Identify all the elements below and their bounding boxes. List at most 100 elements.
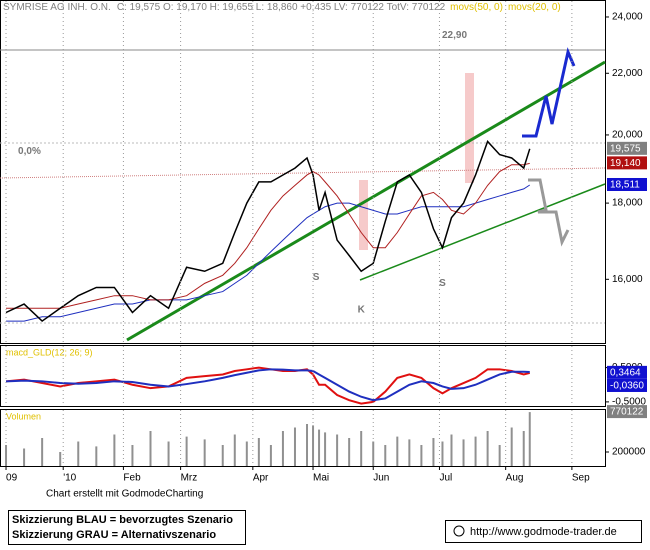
bar <box>41 438 44 466</box>
bar <box>167 441 170 466</box>
bar <box>420 445 423 466</box>
bar <box>408 439 411 466</box>
bar <box>203 439 206 466</box>
bar <box>360 431 363 466</box>
bar <box>336 434 339 466</box>
bar <box>306 424 309 466</box>
annotation: K <box>358 304 366 315</box>
resistance-line <box>0 167 606 179</box>
gap-bar <box>465 73 474 183</box>
x-tick-label: Feb <box>123 473 141 484</box>
x-tick-label: Apr <box>253 473 269 484</box>
y-tick-label: 22,000 <box>612 68 643 79</box>
x-tick-label: '10 <box>63 473 76 484</box>
bar <box>233 434 236 466</box>
bar <box>474 436 477 466</box>
line <box>5 368 530 402</box>
bar <box>441 441 444 466</box>
bar <box>312 425 315 466</box>
y-tick-label: 200000 <box>612 447 646 458</box>
bar <box>245 441 248 466</box>
trend-channel <box>126 60 606 342</box>
bar <box>281 431 284 466</box>
bar <box>293 427 296 466</box>
bar <box>269 445 272 466</box>
bar <box>510 427 513 466</box>
bar <box>318 429 321 466</box>
bar <box>221 445 224 466</box>
bar <box>59 452 62 466</box>
bar <box>149 431 152 466</box>
last-value-box <box>607 365 647 379</box>
last-value-box <box>607 141 647 155</box>
x-tick-label: Jul <box>439 473 452 484</box>
legend-entry: movs(20, 0) <box>508 2 561 13</box>
bar <box>324 432 327 466</box>
scenario-grey <box>528 178 570 247</box>
x-tick-label: 09 <box>6 473 18 484</box>
last-value-box <box>607 156 647 170</box>
price-frame <box>0 0 606 344</box>
bar <box>23 448 26 466</box>
last-value-box <box>607 177 647 191</box>
last-value-label: 0,3464 <box>610 368 641 379</box>
bar <box>432 438 435 466</box>
url-box <box>445 520 642 543</box>
legend-text: Skizzierung GRAU = Alternativszenario <box>12 529 216 541</box>
x-tick-label: Mrz <box>181 473 198 484</box>
volume-frame <box>0 409 606 467</box>
last-value-label: 770122 <box>610 407 644 418</box>
annotation: S <box>313 272 320 283</box>
bar <box>498 445 501 466</box>
bar <box>372 441 375 466</box>
line <box>6 162 530 309</box>
header: SYMRISE AG INH. O.N. C: 19,575 O: 19,170 … <box>3 2 561 13</box>
legend-entry: movs(50, 0) <box>450 2 503 13</box>
x-tick-label: Mai <box>313 473 329 484</box>
bar <box>77 441 80 466</box>
y-tick-label: 18,000 <box>612 198 643 209</box>
last-value-box <box>607 378 647 392</box>
legend-text: Skizzierung BLAU = bevorzugtes Szenario <box>12 514 233 526</box>
bar <box>522 431 525 466</box>
bar <box>528 412 531 466</box>
subtitle: C: 19,575 O: 19,170 H: 19,655 L: 18,860 … <box>117 2 446 13</box>
y-tick-label: 20,000 <box>612 130 643 141</box>
bar <box>450 434 453 466</box>
gap-bar <box>359 180 368 250</box>
y-tick-label: 16,000 <box>612 274 643 285</box>
bar <box>486 431 489 466</box>
y-tick-label: -0,5000 <box>612 397 646 408</box>
trend-channel <box>359 183 606 281</box>
copyright-icon <box>453 525 465 537</box>
x-tick-label: Jun <box>373 473 389 484</box>
last-value-label: 19,140 <box>610 158 641 169</box>
credit: Chart erstellt mit GodmodeCharting <box>46 489 203 500</box>
line <box>5 140 531 323</box>
bar <box>185 436 188 466</box>
bar <box>384 445 387 466</box>
annotation: 22,90 <box>442 30 467 41</box>
annotation: 0,0% <box>18 146 41 157</box>
last-value-label: 19,575 <box>610 143 641 154</box>
bar <box>131 445 134 466</box>
x-tick-label: Sep <box>572 473 590 484</box>
last-value-box <box>607 405 647 419</box>
frames <box>0 0 606 467</box>
bar <box>396 436 399 466</box>
x-tick-label: Aug <box>506 473 524 484</box>
scenario-blue <box>522 47 576 138</box>
legend-box <box>8 510 246 545</box>
annotation: S <box>439 278 446 289</box>
title: SYMRISE AG INH. O.N. <box>3 2 111 13</box>
url: http://www.godmode-trader.de <box>470 526 617 538</box>
macd-frame <box>0 345 606 407</box>
bar <box>113 434 116 466</box>
y-tick-label: 24,000 <box>612 12 643 23</box>
last-value-label: -0,0360 <box>610 381 644 392</box>
bar <box>462 439 465 466</box>
bar <box>5 445 8 466</box>
bar <box>348 438 351 466</box>
bar <box>257 438 260 466</box>
